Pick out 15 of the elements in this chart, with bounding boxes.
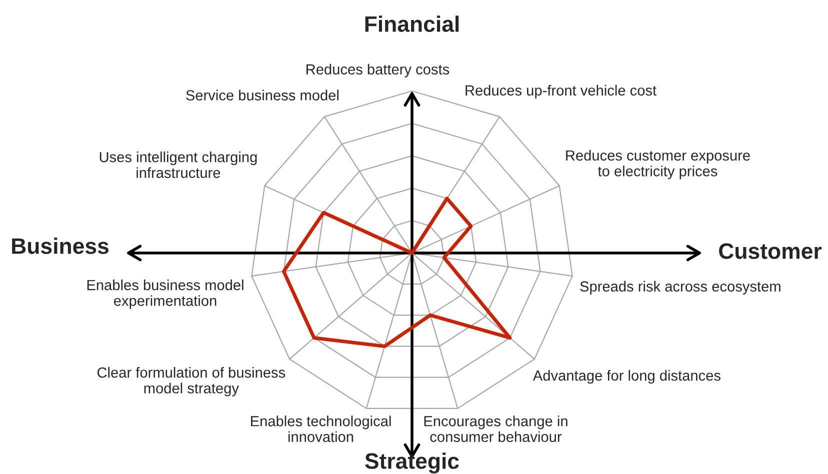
spoke-label: Enables technological innovation: [251, 416, 391, 442]
spoke-label: Advantage for long distances: [532, 370, 720, 384]
spoke-label: Encourages change in consumer behaviour: [424, 416, 568, 442]
spoke-label: Reduces battery costs: [306, 64, 450, 78]
text: Business: [12, 238, 108, 254]
text: Strategic: [365, 452, 459, 474]
spoke-label: Spreads risk across ecosystem: [580, 280, 780, 294]
text: Customer: [719, 243, 822, 259]
spoke-label: Uses intelligent charging infrastructure: [100, 152, 257, 178]
text: Financial: [365, 16, 459, 32]
spoke-label: Enables business model experimentation: [87, 280, 244, 309]
spoke-label: Reduces customer exposure to electricity prices: [566, 150, 750, 180]
spoke-label: Service business model: [186, 90, 338, 100]
spoke-label: Reduces up-front vehicle cost: [466, 84, 656, 98]
spoke-label: Clear formulation of business model strategy: [97, 367, 286, 396]
